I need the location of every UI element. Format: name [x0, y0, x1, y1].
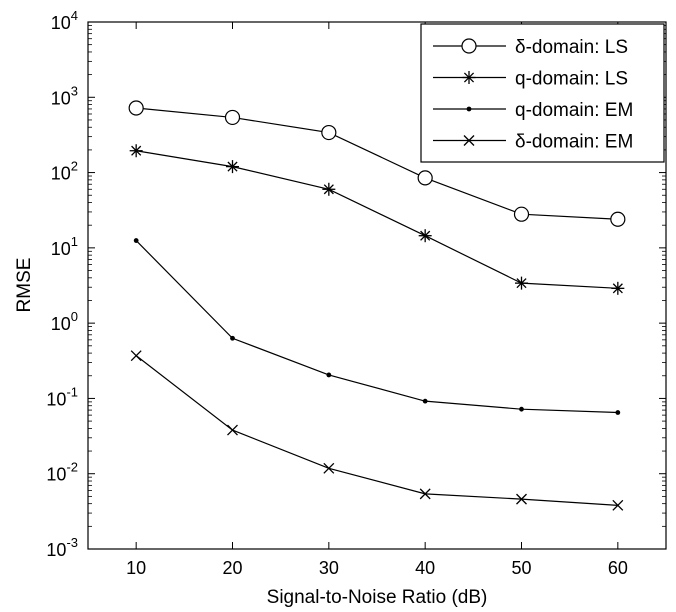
x-tick-label: 40 [415, 558, 435, 578]
x-axis-label: Signal-to-Noise Ratio (dB) [267, 587, 488, 608]
data-point [226, 160, 239, 174]
legend: δ-domain: LS q-domain: LS q-domain: EM δ-do… [420, 23, 665, 163]
legend-marker [466, 106, 472, 112]
y-tick-label: 10-2 [46, 460, 78, 485]
legend-label: q-domain: LS [515, 69, 628, 90]
legend-label: δ-domain: EM [515, 132, 633, 153]
x-tick-label: 30 [319, 558, 339, 578]
data-point [322, 182, 336, 196]
series-line-2 [136, 150, 618, 289]
y-tick-label: 10-3 [46, 535, 78, 560]
data-point [128, 100, 144, 116]
asterisk-stroke [516, 278, 527, 289]
axis-ticks: 10 20 30 40 50 60 10-3 10-2 10-1 100 101 102 103 104 [46, 8, 666, 578]
data-point [323, 462, 335, 474]
data-point [612, 499, 624, 511]
data-point [133, 238, 139, 243]
x-stroke [463, 135, 475, 146]
circle-marker [128, 100, 144, 116]
data-point [422, 398, 428, 404]
y-tick-label: 101 [51, 234, 78, 259]
y-tick-label: 102 [51, 159, 78, 184]
x-stroke [323, 462, 335, 474]
data-point [417, 170, 433, 186]
data-point [321, 124, 337, 141]
legend-marker [463, 135, 475, 146]
dot-marker [230, 335, 235, 341]
data-point [515, 276, 528, 290]
legend-marker [462, 71, 476, 84]
circle-marker [417, 170, 433, 186]
series-group [128, 100, 626, 511]
dot-marker [466, 106, 472, 112]
asterisk-stroke [463, 72, 475, 83]
dot-marker [422, 398, 428, 404]
data-point [611, 281, 625, 295]
data-point [615, 410, 621, 415]
data-point [130, 350, 142, 362]
series-line-1 [136, 107, 618, 220]
circle-marker [610, 211, 626, 227]
legend-label: q-domain: EM [515, 100, 633, 121]
circle-marker [321, 124, 337, 141]
data-point [610, 211, 626, 227]
series-line-3 [135, 240, 618, 414]
y-tick-label: 10-1 [46, 384, 78, 409]
asterisk-stroke [612, 283, 623, 294]
data-point [419, 488, 431, 500]
data-point [516, 493, 527, 505]
data-point [230, 335, 235, 341]
x-tick-label: 50 [511, 558, 531, 578]
data-point [519, 406, 524, 412]
data-point [224, 109, 241, 126]
x-stroke [227, 424, 238, 436]
asterisk-stroke [323, 184, 334, 195]
asterisk-stroke [420, 230, 431, 241]
data-point [513, 206, 530, 222]
plot-frame [87, 21, 667, 550]
legend-label: δ-domain: LS [515, 37, 628, 58]
x-stroke [612, 499, 624, 511]
circle-marker [513, 206, 530, 222]
circle-marker [224, 109, 241, 126]
data-point [326, 372, 332, 378]
y-tick-label: 103 [51, 83, 78, 108]
data-point [227, 424, 238, 436]
dot-marker [133, 238, 139, 243]
x-stroke [516, 493, 527, 505]
data-point [418, 229, 432, 243]
series-line-4 [135, 355, 618, 506]
y-tick-label: 104 [51, 8, 78, 33]
dot-marker [519, 406, 524, 412]
x-tick-label: 60 [608, 558, 628, 578]
x-stroke [419, 488, 431, 500]
x-stroke [130, 350, 142, 362]
data-point [129, 144, 143, 158]
dot-marker [326, 372, 332, 378]
y-axis-label: RMSE [14, 258, 35, 313]
legend-marker [461, 38, 477, 54]
asterisk-stroke [131, 145, 142, 156]
asterisk-stroke [227, 161, 238, 172]
x-tick-label: 20 [222, 558, 242, 578]
x-tick-label: 10 [126, 558, 146, 578]
y-tick-label: 100 [51, 309, 78, 334]
dot-marker [615, 410, 621, 415]
circle-marker [461, 38, 477, 54]
